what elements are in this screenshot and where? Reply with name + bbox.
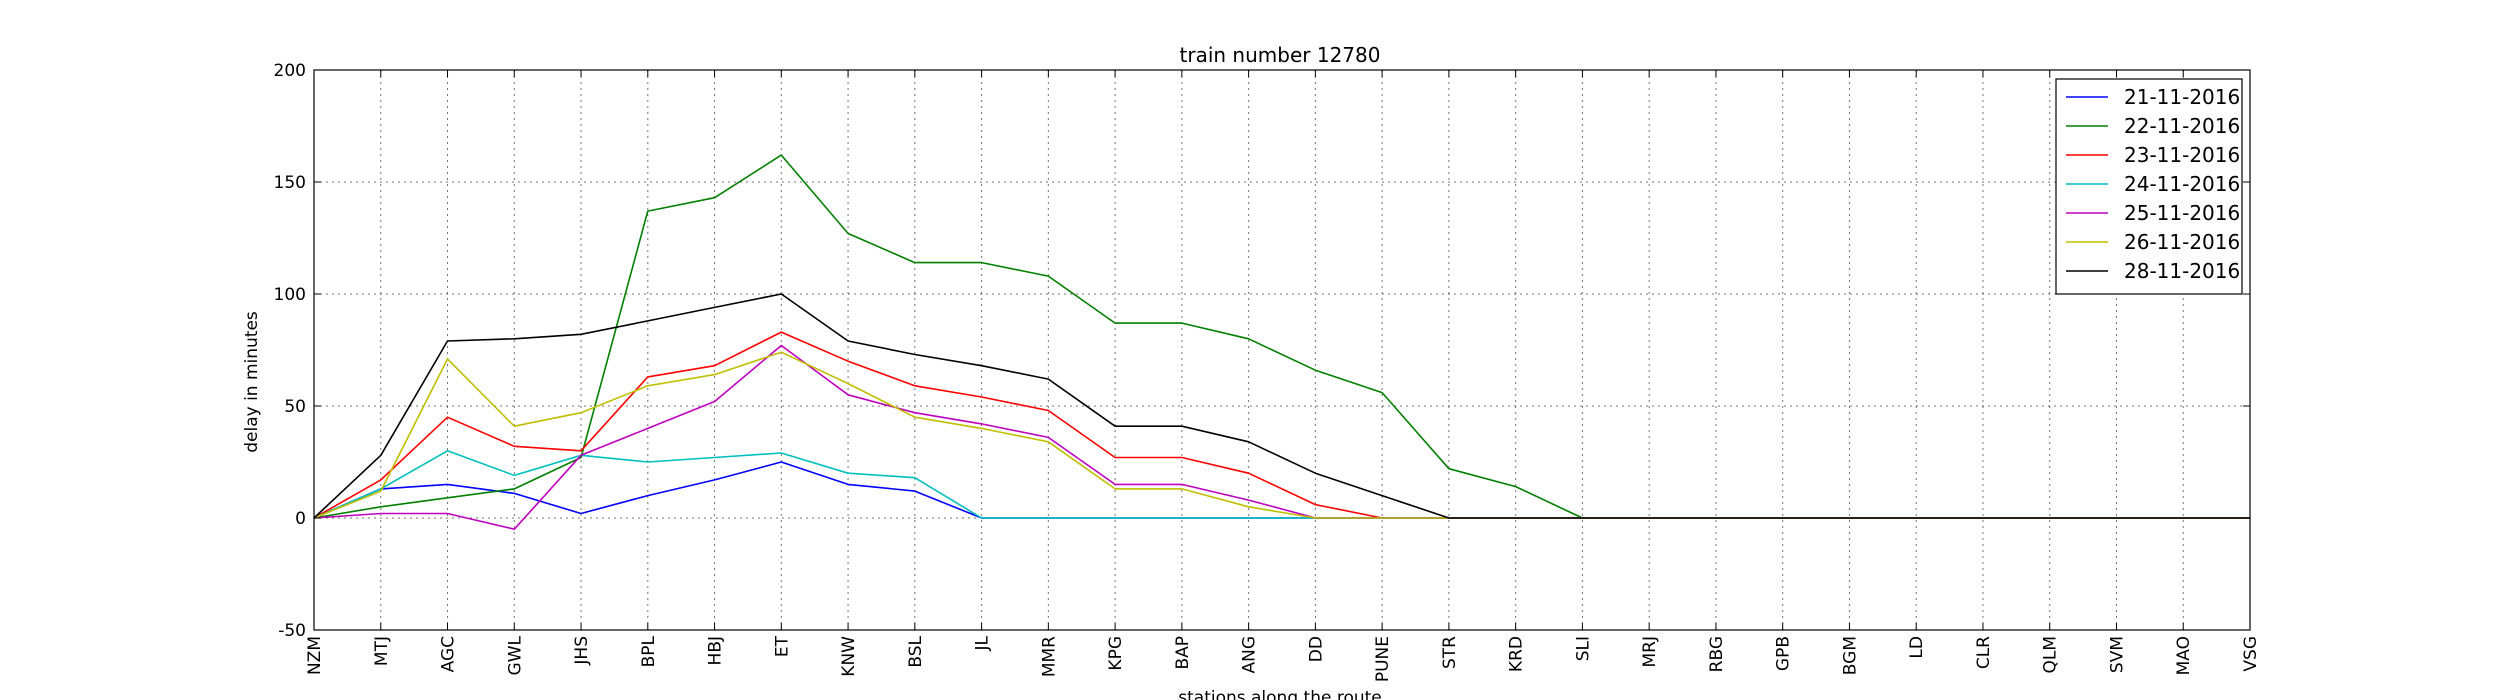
x-tick-label: DD — [1306, 636, 1326, 662]
y-tick-label: 150 — [274, 173, 306, 193]
x-tick-label: KNW — [839, 636, 859, 677]
legend-label: 26-11-2016 — [2124, 230, 2240, 254]
x-tick-label: VSG — [2241, 636, 2261, 672]
x-tick-label: QLM — [2041, 636, 2061, 674]
x-tick-label: SLI — [1573, 636, 1593, 661]
x-axis-label: stations along the route — [1178, 688, 1382, 700]
x-tick-label: PUNE — [1373, 636, 1393, 682]
x-tick-label: SVM — [2107, 636, 2127, 673]
x-tick-label: BAP — [1173, 636, 1193, 670]
x-tick-label: ANG — [1240, 636, 1260, 674]
x-tick-label: KPG — [1106, 636, 1126, 671]
legend-label: 28-11-2016 — [2124, 259, 2240, 283]
chart-title: train number 12780 — [1180, 43, 1381, 67]
y-tick-label: -50 — [278, 621, 306, 641]
x-tick-label: MRJ — [1640, 636, 1660, 668]
series-line-23-11-2016 — [313, 331, 2250, 519]
x-tick-label: CLR — [1974, 636, 1994, 669]
x-tick-label: AGC — [439, 636, 459, 672]
legend-label: 22-11-2016 — [2124, 114, 2240, 138]
x-tick-label: JL — [973, 635, 993, 651]
x-tick-label: ET — [772, 635, 792, 657]
x-tick-label: JHS — [572, 636, 592, 666]
y-tick-label: 100 — [274, 285, 306, 305]
series-line-28-11-2016 — [313, 293, 2250, 519]
x-tick-label: BSL — [906, 635, 926, 667]
legend-label: 24-11-2016 — [2124, 172, 2240, 196]
legend-label: 25-11-2016 — [2124, 201, 2240, 225]
y-axis-tick-labels: -50 0 50 100 150 200 — [274, 61, 306, 641]
y-tick-label: 0 — [295, 509, 306, 529]
y-tick-label: 50 — [284, 397, 306, 417]
x-tick-label: NZM — [305, 636, 325, 675]
grid-lines — [314, 70, 2250, 630]
legend-box — [2055, 78, 2243, 295]
x-tick-label: BPL — [639, 635, 659, 667]
x-tick-label: BGM — [1840, 636, 1860, 675]
y-tick-label: 200 — [274, 61, 306, 81]
y-axis-label: delay in minutes — [242, 311, 262, 453]
x-tick-label: RBG — [1707, 636, 1727, 672]
x-tick-label: HBJ — [706, 636, 726, 665]
x-tick-label: KRD — [1507, 636, 1527, 672]
x-axis-tick-labels: NZM MTJ AGC GWL JHS BPL HBJ ET KNW BSL JL MMR KPG BAP… — [305, 635, 2261, 682]
axis-ticks — [313, 69, 2251, 631]
x-tick-label: STR — [1440, 636, 1460, 669]
legend: 21-11-2016 22-11-2016 23-11-2016 24-11-2016… — [2055, 78, 2243, 295]
x-tick-label: MMR — [1039, 636, 1059, 677]
series-line-26-11-2016 — [313, 351, 2250, 519]
legend-label: 21-11-2016 — [2124, 85, 2240, 109]
x-tick-label: LD — [1907, 636, 1927, 659]
plot-area — [313, 69, 2251, 631]
series-line-22-11-2016 — [313, 154, 2250, 519]
x-tick-label: GWL — [505, 635, 525, 675]
x-tick-label: GPB — [1774, 636, 1794, 671]
x-tick-label: MAO — [2174, 636, 2194, 675]
legend-label: 23-11-2016 — [2124, 143, 2240, 167]
series-layer — [313, 154, 2250, 531]
x-tick-label: MTJ — [372, 636, 392, 666]
